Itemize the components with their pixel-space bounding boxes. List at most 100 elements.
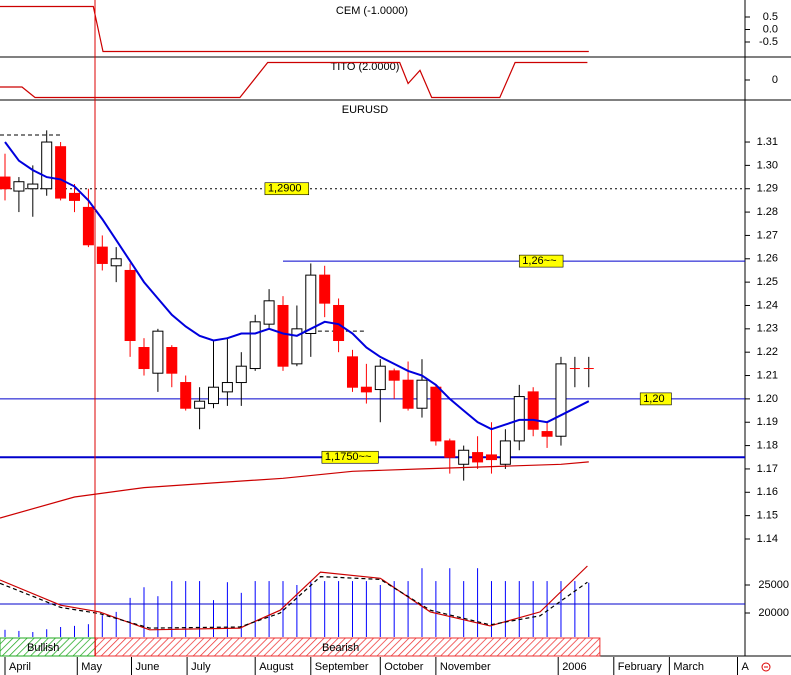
candle-body	[444, 440, 456, 458]
y-tick-label: 1.22	[757, 346, 778, 358]
level-label-text: 1,2900	[268, 183, 302, 195]
candle-body	[555, 363, 567, 437]
x-tick-label: July	[191, 661, 211, 673]
x-tick-label: October	[384, 661, 423, 673]
candle-body	[277, 304, 289, 367]
x-tick-label: November	[440, 661, 491, 673]
y-tick-label: 0	[772, 74, 778, 86]
candle-body	[13, 181, 25, 192]
level-label: 1,1750~~	[321, 450, 379, 464]
y-tick-label: 1.23	[757, 323, 778, 335]
candle-body	[305, 274, 317, 335]
level-label: 1,26~~	[518, 254, 564, 268]
y-tick-label: 20000	[758, 607, 789, 619]
level-label-box	[264, 182, 310, 196]
candle-body	[263, 300, 275, 325]
signal-label: Bearish	[322, 642, 359, 654]
candle-body	[221, 382, 233, 393]
candle-body	[249, 321, 261, 370]
y-tick-label: 1.20	[757, 393, 778, 405]
candle-body	[124, 269, 136, 342]
candle-body	[207, 386, 219, 405]
panel-title: EURUSD	[342, 104, 389, 116]
panel-title: TITO (2.0000)	[331, 61, 400, 73]
line-series	[0, 5, 589, 53]
candle-body	[291, 328, 303, 365]
x-tick-label: February	[618, 661, 663, 673]
candle-body	[499, 440, 511, 465]
y-tick-label: 1.17	[757, 463, 778, 475]
y-tick-label: 1.19	[757, 416, 778, 428]
candle-body	[152, 330, 164, 374]
x-tick-label: March	[673, 661, 704, 673]
candle-body	[82, 206, 94, 246]
candle-body	[485, 454, 497, 461]
close-icon[interactable]	[761, 662, 771, 672]
candle-body	[235, 365, 247, 384]
candle-body	[138, 347, 150, 370]
candle-body	[41, 141, 53, 190]
y-tick-label: 1.15	[757, 510, 778, 522]
line-series	[0, 461, 589, 519]
y-tick-label: 0.0	[763, 23, 778, 35]
y-tick-label: 1.24	[757, 299, 778, 311]
y-tick-label: 1.31	[757, 136, 778, 148]
x-tick-label: April	[9, 661, 31, 673]
candle-body	[472, 452, 484, 463]
line-series	[0, 575, 588, 629]
candle-body	[388, 370, 400, 381]
y-tick-label: 1.30	[757, 159, 778, 171]
candle-body	[430, 386, 442, 442]
y-tick-label: 1.29	[757, 183, 778, 195]
y-tick-label: 1.26	[757, 253, 778, 265]
signal-label: Bullish	[27, 642, 59, 654]
candle-body	[0, 176, 11, 190]
candle-body	[402, 379, 414, 409]
candle-body	[360, 386, 372, 393]
level-label-box	[639, 392, 672, 406]
level-label-box	[518, 254, 564, 268]
y-tick-label: 1.16	[757, 486, 778, 498]
x-tick-label: September	[315, 661, 369, 673]
candle-body	[27, 183, 39, 190]
x-tick-label: June	[135, 661, 159, 673]
level-label: 1,2900	[264, 182, 310, 196]
level-label: 1,20	[639, 392, 672, 406]
x-tick-label: A	[741, 661, 749, 673]
panel-title: CEM (-1.0000)	[336, 5, 408, 17]
x-tick-label: August	[259, 661, 293, 673]
level-label-box	[321, 450, 379, 464]
y-tick-label: 1.14	[757, 533, 778, 545]
candle-body	[166, 347, 178, 374]
y-tick-label: 25000	[758, 579, 789, 591]
candle-body	[69, 192, 80, 201]
candle-body	[346, 356, 358, 388]
candle-body	[513, 396, 525, 442]
x-tick-label: May	[81, 661, 102, 673]
candle-body	[194, 400, 206, 409]
y-tick-label: 1.25	[757, 276, 778, 288]
y-tick-label: 1.27	[757, 229, 778, 241]
y-tick-label: 1.28	[757, 206, 778, 218]
candle-body	[96, 246, 108, 264]
level-label-text: 1,20	[643, 393, 664, 405]
line-series	[0, 61, 588, 99]
candle-body	[180, 382, 192, 409]
candle-body	[319, 274, 331, 304]
candle-body	[541, 431, 553, 437]
candle-body	[416, 379, 428, 409]
candle-body	[374, 365, 386, 391]
candle-body	[110, 258, 122, 267]
candle-body	[527, 391, 539, 430]
candle-body	[55, 146, 67, 199]
y-tick-label: -0.5	[759, 36, 778, 48]
y-tick-label: 1.18	[757, 439, 778, 451]
y-tick-label: 1.21	[757, 369, 778, 381]
line-series	[4, 141, 590, 431]
x-tick-label: 2006	[562, 661, 586, 673]
candle-body	[458, 449, 470, 465]
y-tick-label: 0.5	[763, 11, 778, 23]
level-label-text: 1,1750~~	[325, 451, 372, 463]
